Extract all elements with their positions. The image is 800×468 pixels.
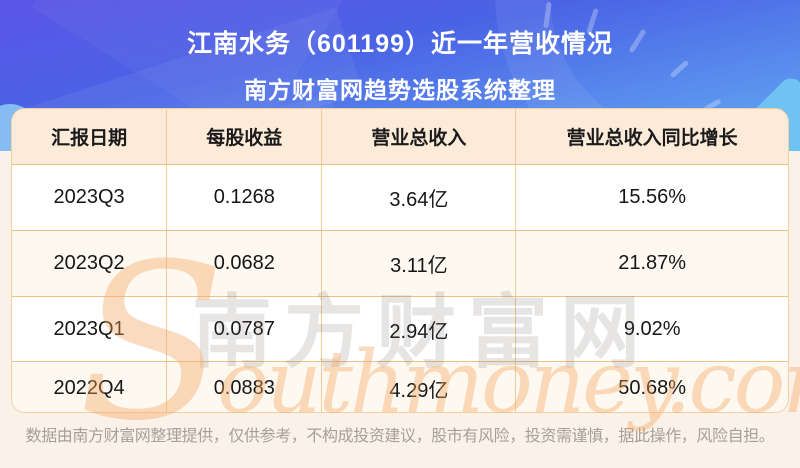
table-row: 2022Q4 0.0883 4.29亿 50.68% bbox=[12, 361, 788, 412]
cell-revenue: 3.64亿 bbox=[322, 165, 517, 230]
cell-eps: 0.0883 bbox=[167, 362, 323, 412]
cell-revenue: 4.29亿 bbox=[322, 362, 517, 412]
table-row: 2023Q3 0.1268 3.64亿 15.56% bbox=[12, 164, 788, 230]
revenue-table: 汇报日期 每股收益 营业总收入 营业总收入同比增长 2023Q3 0.1268 … bbox=[11, 108, 789, 413]
table-row: 2023Q1 0.0787 2.94亿 9.02% bbox=[12, 296, 788, 361]
cell-eps: 0.0682 bbox=[167, 231, 323, 296]
cell-eps: 0.0787 bbox=[167, 297, 323, 361]
column-header-report-date: 汇报日期 bbox=[12, 109, 168, 164]
cell-revenue: 2.94亿 bbox=[322, 297, 517, 361]
cell-report-date: 2023Q2 bbox=[12, 231, 168, 296]
cell-revenue: 3.11亿 bbox=[322, 231, 517, 296]
cell-report-date: 2022Q4 bbox=[12, 362, 168, 412]
footer: 数据由南方财富网整理提供，仅供参考，不构成投资建议，股市有风险，投资需谨慎，据此… bbox=[0, 413, 800, 460]
column-header-eps: 每股收益 bbox=[167, 109, 323, 164]
page-subtitle: 南方财富网趋势选股系统整理 bbox=[244, 77, 556, 103]
cell-yoy-growth: 50.68% bbox=[618, 376, 687, 399]
table-row: 2023Q2 0.0682 3.11亿 21.87% bbox=[12, 230, 788, 296]
column-header-revenue: 营业总收入 bbox=[322, 109, 517, 164]
cell-eps: 0.1268 bbox=[167, 165, 323, 230]
cell-yoy-growth: 21.87% bbox=[618, 252, 687, 274]
column-header-yoy-growth: 营业总收入同比增长 bbox=[566, 128, 738, 149]
footer-disclaimer: 数据由南方财富网整理提供，仅供参考，不构成投资建议，股市有风险，投资需谨慎，据此… bbox=[25, 428, 775, 445]
cell-yoy-growth: 9.02% bbox=[623, 317, 681, 340]
cell-report-date: 2023Q3 bbox=[12, 165, 168, 230]
title-block: 江南水务（601199）近一年营收情况 南方财富网趋势选股系统整理 bbox=[0, 0, 800, 105]
cell-report-date: 2023Q1 bbox=[12, 297, 168, 361]
table-header-row: 汇报日期 每股收益 营业总收入 营业总收入同比增长 bbox=[12, 109, 788, 164]
cell-yoy-growth: 15.56% bbox=[618, 186, 687, 208]
page-title: 江南水务（601199）近一年营收情况 bbox=[186, 30, 614, 58]
